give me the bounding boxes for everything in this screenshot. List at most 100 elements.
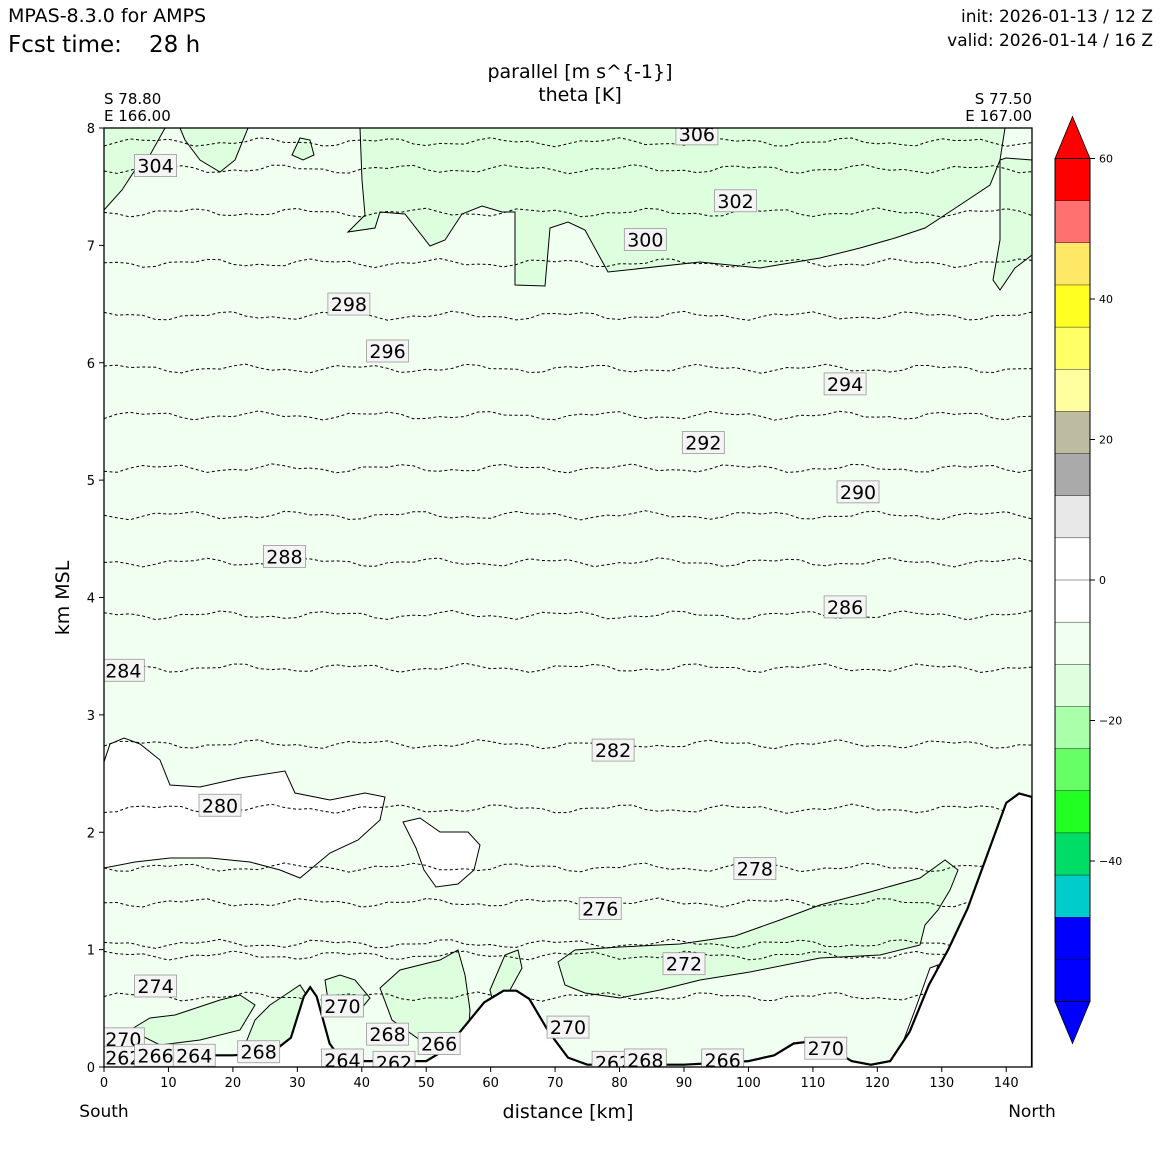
x-tick-label: 40: [354, 1076, 371, 1091]
x-tick-label: 80: [611, 1076, 628, 1091]
colorbar-segment: [1054, 284, 1091, 328]
x-tick-label: 140: [994, 1076, 1019, 1091]
isentrope-label-292: 292: [685, 433, 721, 455]
model-name: MPAS-8.3.0 for AMPS: [8, 5, 206, 27]
isentrope-label-270: 270: [105, 1029, 141, 1051]
valid-time: valid: 2026-01-14 / 16 Z: [947, 31, 1153, 51]
x-tick-label: 90: [676, 1076, 693, 1091]
y-tick-label: 8: [87, 122, 95, 137]
colorbar-segment: [1054, 579, 1091, 623]
y-tick-label: 4: [87, 592, 95, 607]
isentrope-label-288: 288: [266, 546, 302, 568]
isentrope-label-280-box: [198, 793, 242, 817]
isentrope-label-284: 284: [105, 660, 141, 682]
colorbar-segment: [1054, 664, 1091, 708]
isentrope-label-302-box: [714, 189, 757, 213]
init-time: init: 2026-01-13 / 12 Z: [961, 7, 1153, 27]
isentrope-label-296: 296: [369, 341, 405, 363]
colorbar-segment: [1054, 832, 1091, 876]
y-tick-label: 0: [87, 1061, 95, 1076]
colorbar-segment: [1054, 790, 1091, 834]
colorbar-segment: [1054, 874, 1091, 918]
x-axis-ticks: 0 10 20 30 40 50 60 70 80 90 100 110 120 130 140: [100, 1067, 1019, 1091]
chart-title-line2: theta [K]: [538, 84, 622, 106]
isentrope-label-302: 302: [717, 191, 753, 213]
x-axis-label: distance [km]: [503, 1101, 634, 1123]
isentrope-290: [104, 510, 1032, 521]
isentrope-label-274-box: [134, 974, 177, 998]
isentrope-294: [104, 410, 1032, 421]
colorbar-segment: [1054, 326, 1091, 370]
isentrope-label-low-10: 262: [595, 1052, 631, 1074]
colorbar-segment: [1054, 411, 1091, 455]
isentrope-label-low-13-box: [804, 1036, 848, 1060]
isentrope-label-300-box: [623, 228, 667, 251]
colorbar-segment: [1054, 495, 1091, 539]
x-tick-label: 20: [225, 1076, 242, 1091]
wind-region-green-lower: [557, 859, 959, 999]
isentrope-292: [104, 463, 1032, 474]
isentrope-label-low-9: 270: [550, 1017, 586, 1039]
isentrope-label-low-8: 262: [376, 1052, 412, 1074]
isentrope-label-304-box: [134, 154, 177, 177]
x-tick-label: 100: [736, 1076, 761, 1091]
isentrope-label-low-9-box: [546, 1015, 590, 1039]
isentrope-label-low-11: 268: [627, 1050, 663, 1072]
isentrope-label-290: 290: [840, 482, 876, 504]
start-lat: S 78.80: [104, 90, 161, 108]
isentrope-288: [104, 557, 1032, 568]
colorbar-segment: [1054, 200, 1091, 244]
isentrope-304: [104, 164, 1032, 175]
fcst-value: 28 h: [149, 32, 200, 58]
x-right-label: North: [1008, 1102, 1056, 1122]
colorbar-segment: [1054, 369, 1091, 413]
wind-region-white-lowleft: [104, 737, 386, 879]
colorbar-tick-label: 0: [1099, 574, 1106, 587]
isentrope-label-294: 294: [827, 374, 863, 396]
isentrope-label-286: 286: [827, 597, 863, 619]
isentrope-label-low-7-box: [321, 1048, 364, 1067]
start-lon: E 166.00: [104, 107, 171, 125]
x-tick-label: 10: [160, 1076, 177, 1091]
x-tick-label: 60: [482, 1076, 499, 1091]
x-left-label: South: [79, 1102, 128, 1122]
isentrope-label-306: 306: [679, 124, 715, 146]
isentrope-270: [104, 991, 1032, 1002]
isentrope-label-low-0: 262: [105, 1048, 141, 1070]
isentrope-label-low-3-box: [237, 1040, 281, 1064]
y-tick-label: 1: [87, 944, 95, 959]
colorbar-tick-label: 20: [1099, 434, 1113, 447]
isentrope-302: [104, 207, 1032, 218]
isentrope-lines: [104, 137, 1032, 1002]
isentrope-306: [104, 137, 1032, 148]
isentrope-label-low-6-box: [417, 1032, 461, 1055]
y-tick-label: 3: [87, 709, 95, 724]
colorbar-segment: [1054, 242, 1091, 286]
x-tick-label: 120: [865, 1076, 890, 1091]
isentrope-label-272: 272: [666, 954, 702, 976]
x-tick-label: 30: [289, 1076, 306, 1091]
isentrope-label-276-box: [578, 897, 622, 920]
isentrope-label-288-box: [263, 545, 306, 568]
isentrope-label-300: 300: [627, 230, 663, 252]
colorbar-segment: [1054, 621, 1091, 666]
colorbar-tick-label: −40: [1099, 855, 1122, 868]
colorbar-segment: [1054, 453, 1091, 497]
colorbar-bottom-tip: [1054, 1001, 1091, 1045]
isentrope-label-low-5: 268: [369, 1024, 405, 1046]
terrain-fill: [104, 792, 1032, 1067]
x-tick-label: 0: [100, 1076, 108, 1091]
isentrope-label-294-box: [823, 372, 867, 396]
isentrope-label-low-2: 264: [176, 1045, 212, 1067]
wind-region-green-blob-small: [291, 137, 315, 161]
isentrope-label-low-5-box: [366, 1022, 409, 1046]
x-tick-label: 50: [418, 1076, 435, 1091]
isentrope-label-298: 298: [331, 294, 367, 316]
x-tick-label: 130: [929, 1076, 954, 1091]
y-tick-label: 5: [87, 474, 95, 489]
isentrope-label-278-box: [733, 857, 777, 881]
isentrope-label-274: 274: [137, 976, 173, 998]
isentrope-label-272-box: [662, 952, 706, 976]
isentrope-280: [104, 803, 1032, 814]
